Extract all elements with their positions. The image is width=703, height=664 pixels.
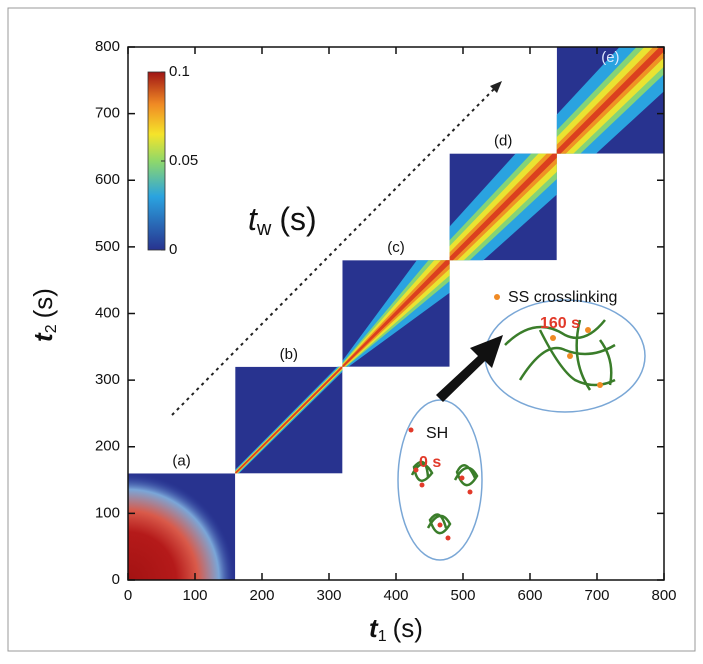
block-label: (e)	[601, 49, 619, 66]
heatmap-block	[449, 153, 557, 261]
y-tick-label: 400	[95, 304, 120, 321]
x-label-subscript: 1	[378, 628, 387, 645]
x-axis-label: t1 (s)	[369, 613, 423, 645]
colorbar-tick-label: 0.1	[169, 63, 190, 80]
tw-symbol: t	[248, 201, 258, 237]
tw-label: tw (s)	[248, 201, 317, 240]
y-label-unit: (s)	[28, 288, 58, 318]
block-label: (d)	[494, 133, 512, 150]
y-tick-label: 100	[95, 504, 120, 521]
x-label-symbol: t	[369, 613, 379, 643]
diagonal-band	[342, 260, 450, 367]
y-tick-label: 800	[95, 38, 120, 55]
block-label: (a)	[172, 452, 190, 469]
heatmap-block	[342, 260, 450, 367]
y-tick-label: 700	[95, 105, 120, 122]
x-tick-label: 200	[249, 587, 274, 604]
block-label: (b)	[280, 346, 298, 363]
plot-area: (a) (b) (c) (d) (e) 0 100 200 300 400 500 600 700 800…	[95, 38, 677, 604]
tw-arrow-head	[490, 81, 502, 93]
legend-ss: SS crosslinking	[508, 289, 617, 306]
x-tick-label: 300	[316, 587, 341, 604]
y-tick-label: 0	[112, 571, 120, 588]
colorbar-tick-label: 0.05	[169, 152, 198, 169]
x-tick-label: 100	[182, 587, 207, 604]
tw-unit: (s)	[279, 201, 316, 237]
tw-subscript: w	[256, 218, 272, 240]
legend-sh: SH	[426, 425, 448, 442]
y-tick-label: 200	[95, 438, 120, 455]
time-0: 0 s	[419, 454, 441, 471]
x-label-unit: (s)	[393, 613, 423, 643]
diagonal-band	[449, 153, 557, 261]
block-blob	[128, 473, 236, 580]
block-label: (c)	[387, 239, 405, 256]
x-tick-label: 800	[651, 587, 676, 604]
diagonal-band	[556, 47, 664, 154]
y-axis-label: t2 (s)	[28, 288, 60, 342]
y-tick-label: 500	[95, 238, 120, 255]
x-tick-label: 700	[584, 587, 609, 604]
heatmap-block	[556, 47, 664, 154]
y-tick-label: 600	[95, 171, 120, 188]
x-tick-label: 500	[450, 587, 475, 604]
diagonal-band	[235, 366, 343, 474]
y-tick-label: 300	[95, 371, 120, 388]
colorbar-tick-label: 0	[169, 241, 177, 258]
x-tick-label: 400	[383, 587, 408, 604]
time-160: 160 s	[540, 315, 580, 332]
frame	[7, 7, 696, 652]
heatmap-block	[235, 366, 343, 474]
x-tick-label: 0	[124, 587, 132, 604]
inset-diagram	[397, 294, 646, 561]
y-label-symbol: t	[28, 332, 58, 342]
heatmap-block	[128, 473, 236, 580]
x-tick-label: 600	[517, 587, 542, 604]
y-label-subscript: 2	[43, 324, 60, 333]
